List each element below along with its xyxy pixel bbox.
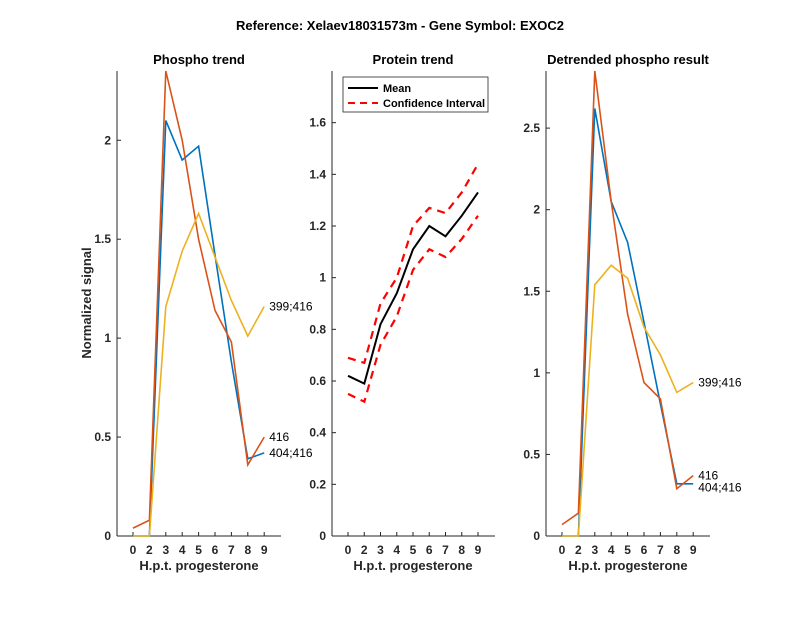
y-tick-label: 0.8 bbox=[309, 322, 326, 336]
x-tick-label: 9 bbox=[690, 543, 697, 557]
x-tick-label: 7 bbox=[442, 543, 449, 557]
y-tick-label: 0.5 bbox=[523, 447, 540, 461]
series-end-label: 416 bbox=[269, 430, 289, 444]
series-end-label: 404;416 bbox=[269, 446, 313, 460]
x-tick-label: 0 bbox=[559, 543, 566, 557]
x-tick-label: 5 bbox=[195, 543, 202, 557]
detrended-phospho-xlabel: H.p.t. progesterone bbox=[568, 558, 687, 573]
protein-trend-axes: 00.20.40.60.811.21.41.60 2 3 4 5 6 7 8 9 bbox=[309, 71, 495, 557]
x-tick-label: 4 bbox=[393, 543, 400, 557]
y-tick-label: 1.2 bbox=[309, 219, 326, 233]
x-tick-label: 4 bbox=[179, 543, 186, 557]
x-tick-label: 6 bbox=[212, 543, 219, 557]
x-tick-label: 6 bbox=[641, 543, 648, 557]
x-tick-label: 8 bbox=[458, 543, 465, 557]
x-tick-label: 3 bbox=[162, 543, 169, 557]
phospho-trend-title: Phospho trend bbox=[153, 52, 245, 67]
phospho-trend-xlabel: H.p.t. progesterone bbox=[139, 558, 258, 573]
protein-trend-xlabel: H.p.t. progesterone bbox=[353, 558, 472, 573]
phospho-trend-ylabel: Normalized signal bbox=[79, 247, 94, 358]
y-tick-label: 0.4 bbox=[309, 426, 326, 440]
protein-trend-lines bbox=[347, 163, 479, 404]
y-tick-label: 2 bbox=[104, 133, 111, 147]
y-tick-label: 2 bbox=[533, 203, 540, 217]
y-tick-label: 1 bbox=[533, 366, 540, 380]
x-tick-label: 2 bbox=[361, 543, 368, 557]
x-tick-label: 0 bbox=[130, 543, 137, 557]
legend-ci-label: Confidence Interval bbox=[383, 98, 485, 110]
y-tick-label: 0 bbox=[104, 529, 111, 543]
y-tick-label: 1.5 bbox=[523, 284, 540, 298]
x-tick-label: 2 bbox=[575, 543, 582, 557]
phospho-trend-lines bbox=[132, 70, 265, 537]
series-line-confidence-interval-upper bbox=[347, 163, 479, 365]
x-tick-label: 3 bbox=[377, 543, 384, 557]
y-tick-label: 2.5 bbox=[523, 121, 540, 135]
series-end-label: 416 bbox=[698, 469, 718, 483]
protein-trend-title: Protein trend bbox=[373, 52, 454, 67]
phospho-trend-end-labels: 399;416 416 404;416 bbox=[269, 299, 313, 459]
legend-box bbox=[342, 76, 489, 113]
x-tick-label: 7 bbox=[657, 543, 664, 557]
figure-suptitle: Reference: Xelaev18031573m - Gene Symbol… bbox=[236, 18, 564, 33]
x-tick-label: 5 bbox=[410, 543, 417, 557]
x-tick-label: 2 bbox=[146, 543, 153, 557]
x-tick-label: 6 bbox=[426, 543, 433, 557]
y-tick-label: 1 bbox=[319, 271, 326, 285]
x-tick-label: 8 bbox=[673, 543, 680, 557]
series-end-label: 404;416 bbox=[698, 481, 742, 495]
phospho-trend-axes: 00.511.520 2 3 4 5 6 7 8 9 bbox=[94, 71, 281, 557]
detrended-phospho-lines bbox=[561, 70, 694, 537]
y-tick-label: 0.6 bbox=[309, 374, 326, 388]
y-tick-label: 1.4 bbox=[309, 167, 326, 181]
y-tick-label: 0 bbox=[533, 529, 540, 543]
series-line-399-416 bbox=[562, 264, 694, 537]
series-end-label: 399;416 bbox=[269, 299, 313, 313]
protein-trend-panel: Protein trend H.p.t. progesterone 0 0.2 0.… bbox=[309, 52, 495, 573]
series-end-label: 399;416 bbox=[698, 376, 742, 390]
x-tick-label: 9 bbox=[261, 543, 268, 557]
series-line-416 bbox=[132, 70, 265, 529]
phospho-trend-panel: Phospho trend H.p.t. progesterone Normal… bbox=[79, 52, 313, 573]
protein-trend-legend: Mean Confidence Interval bbox=[342, 76, 489, 113]
legend-mean-label: Mean bbox=[383, 83, 411, 95]
y-tick-label: 1 bbox=[104, 331, 111, 345]
y-tick-label: 1.6 bbox=[309, 116, 326, 130]
y-tick-label: 0 bbox=[319, 529, 326, 543]
x-tick-label: 0 bbox=[345, 543, 352, 557]
series-line-399-416 bbox=[133, 211, 265, 537]
y-tick-label: 0.5 bbox=[94, 430, 111, 444]
detrended-phospho-title: Detrended phospho result bbox=[547, 52, 709, 67]
x-tick-label: 8 bbox=[244, 543, 251, 557]
x-tick-label: 3 bbox=[591, 543, 598, 557]
x-tick-label: 7 bbox=[228, 543, 235, 557]
x-tick-label: 4 bbox=[608, 543, 615, 557]
y-tick-label: 0.2 bbox=[309, 477, 326, 491]
series-line-mean bbox=[347, 191, 479, 386]
series-line-confidence-interval-lower bbox=[347, 215, 479, 404]
x-tick-label: 9 bbox=[475, 543, 482, 557]
x-tick-label: 5 bbox=[624, 543, 631, 557]
detrended-phospho-panel: Detrended phospho result H.p.t. progeste… bbox=[523, 52, 742, 573]
series-line-416 bbox=[561, 70, 694, 526]
y-tick-label: 1.5 bbox=[94, 232, 111, 246]
